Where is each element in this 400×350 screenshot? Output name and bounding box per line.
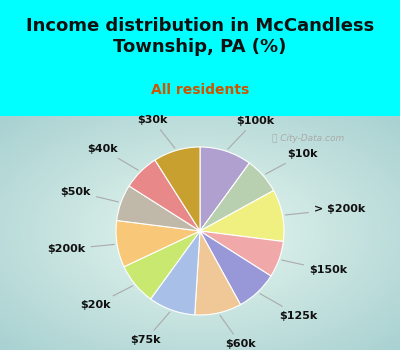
Text: > $200k: > $200k <box>285 204 365 215</box>
Wedge shape <box>124 231 200 299</box>
Wedge shape <box>200 190 284 241</box>
Wedge shape <box>155 147 200 231</box>
Wedge shape <box>200 147 249 231</box>
Wedge shape <box>151 231 200 315</box>
Text: $125k: $125k <box>260 294 318 321</box>
Wedge shape <box>195 231 240 315</box>
Text: $60k: $60k <box>220 315 256 349</box>
Text: $75k: $75k <box>130 312 170 345</box>
Text: $50k: $50k <box>60 187 118 202</box>
Text: ⓘ City-Data.com: ⓘ City-Data.com <box>272 134 344 143</box>
Text: All residents: All residents <box>151 83 249 97</box>
Text: $100k: $100k <box>228 116 274 149</box>
Text: $10k: $10k <box>266 149 318 174</box>
Wedge shape <box>200 231 271 304</box>
Text: $20k: $20k <box>80 286 133 310</box>
Wedge shape <box>200 163 274 231</box>
Text: Income distribution in McCandless
Township, PA (%): Income distribution in McCandless Townsh… <box>26 17 374 56</box>
Text: $200k: $200k <box>47 244 114 254</box>
Text: $30k: $30k <box>137 115 175 148</box>
Text: $150k: $150k <box>282 260 347 275</box>
Wedge shape <box>200 231 283 276</box>
Wedge shape <box>116 220 200 267</box>
Wedge shape <box>117 186 200 231</box>
Text: $40k: $40k <box>88 144 138 170</box>
Wedge shape <box>129 160 200 231</box>
